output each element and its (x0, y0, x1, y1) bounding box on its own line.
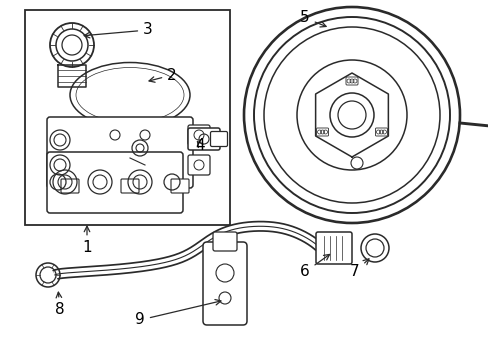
FancyBboxPatch shape (346, 77, 357, 85)
FancyBboxPatch shape (213, 232, 237, 251)
Text: 9: 9 (135, 300, 221, 328)
Text: 2: 2 (149, 68, 177, 82)
FancyBboxPatch shape (187, 128, 220, 150)
FancyBboxPatch shape (375, 128, 386, 136)
Text: 8: 8 (55, 292, 65, 318)
FancyBboxPatch shape (203, 242, 246, 325)
Text: 4: 4 (195, 138, 204, 153)
FancyBboxPatch shape (61, 179, 79, 193)
Text: 1: 1 (82, 226, 92, 256)
FancyBboxPatch shape (47, 117, 193, 188)
FancyBboxPatch shape (315, 232, 351, 264)
Text: 5: 5 (300, 10, 325, 27)
FancyBboxPatch shape (47, 152, 183, 213)
FancyBboxPatch shape (316, 128, 328, 136)
FancyBboxPatch shape (187, 125, 209, 145)
FancyBboxPatch shape (210, 131, 227, 147)
Text: 3: 3 (84, 22, 153, 38)
FancyBboxPatch shape (171, 179, 189, 193)
Text: 7: 7 (349, 259, 368, 279)
FancyBboxPatch shape (187, 155, 209, 175)
Text: 6: 6 (300, 255, 329, 279)
FancyBboxPatch shape (121, 179, 139, 193)
Bar (25, 10, 229, 225)
